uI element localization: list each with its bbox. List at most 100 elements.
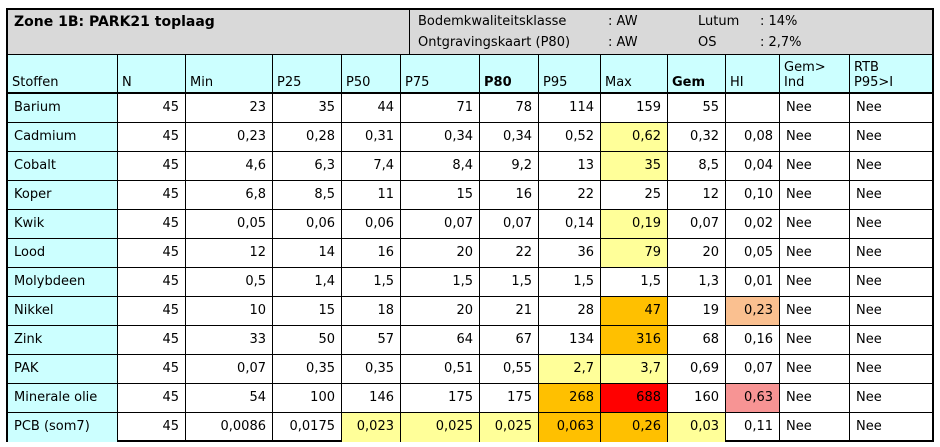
col-header-label: Max <box>605 75 632 90</box>
value-cell-hi: 0,01 <box>726 268 780 296</box>
value-cell-gem: 1,3 <box>668 268 726 296</box>
table-row: Zink 45 33 50 57 64 67 134 316 68 0,16 Nee Nee <box>8 326 932 355</box>
value-cell-min: 54 <box>186 384 273 412</box>
value-cell-gem-ind: Nee <box>780 210 850 238</box>
value-cell-p80: 9,2 <box>480 152 539 180</box>
value-cell-p80: 175 <box>480 384 539 412</box>
table-row: Minerale olie 45 54 100 146 175 175 268 688 160 0,… <box>8 384 932 413</box>
value-cell-p80: 0,55 <box>480 355 539 383</box>
value-cell-p75: 1,5 <box>401 268 480 296</box>
value-cell-p75: 0,51 <box>401 355 480 383</box>
value-cell-p80: 0,025 <box>480 413 539 442</box>
substance-name: Cadmium <box>8 123 118 151</box>
value-cell-gem-ind: Nee <box>780 123 850 151</box>
value-cell-p50: 0,023 <box>342 413 401 442</box>
value-cell-gem: 19 <box>668 297 726 325</box>
value-cell-n: 45 <box>118 297 186 325</box>
value-cell-max: 79 <box>601 239 668 267</box>
value-cell-p25: 8,5 <box>273 181 342 209</box>
value-cell-rtb-p95-i: Nee <box>856 245 882 260</box>
value-cell-n: 45 <box>118 326 186 354</box>
value-cell-p50: 7,4 <box>342 152 401 180</box>
value-cell-hi: 0,16 <box>726 326 780 354</box>
table-row: Koper 45 6,8 8,5 11 15 16 22 25 12 0,10 Nee Nee <box>8 181 932 210</box>
col-header-label: RTB P95>I <box>854 60 894 90</box>
col-header-10: HI <box>726 55 780 92</box>
value-cell-p80: 0,07 <box>480 210 539 238</box>
value-cell-hi <box>726 94 780 122</box>
value-cell-gem-ind: Nee <box>780 355 850 383</box>
value-cell-p75: 175 <box>401 384 480 412</box>
value-cell-n: 45 <box>118 152 186 180</box>
value-cell-gem: 8,5 <box>668 152 726 180</box>
value-cell-gem-ind: Nee <box>780 152 850 180</box>
value-cell-p50: 18 <box>342 297 401 325</box>
value-cell-gem-ind: Nee <box>780 413 850 442</box>
table-row: Nikkel 45 10 15 18 20 21 28 47 19 0,23 Nee Nee <box>8 297 932 326</box>
value-cell-min: 0,07 <box>186 355 273 383</box>
value-cell-hi: 0,63 <box>726 384 780 412</box>
table-row: Barium 45 23 35 44 71 78 114 159 55 Nee Nee <box>8 94 932 123</box>
value-cell-p75: 71 <box>401 94 480 122</box>
value-cell-gem-ind: Nee <box>780 94 850 122</box>
col-header-1: N <box>118 55 186 92</box>
value-cell-p80: 21 <box>480 297 539 325</box>
lutum-label: Lutum <box>698 14 740 29</box>
value-cell-p75: 15 <box>401 181 480 209</box>
value-cell-hi: 0,11 <box>726 413 780 442</box>
value-cell-min: 23 <box>186 94 273 122</box>
table-row: Kwik 45 0,05 0,06 0,06 0,07 0,07 0,14 0,19 0,07 0,… <box>8 210 932 239</box>
value-cell-n: 45 <box>118 384 186 412</box>
value-cell-gem-ind: Nee <box>780 181 850 209</box>
value-cell-p95: 268 <box>539 384 601 412</box>
value-cell-p50: 0,35 <box>342 355 401 383</box>
value-cell-min: 0,05 <box>186 210 273 238</box>
col-header-7: P95 <box>539 55 601 92</box>
col-header-11: Gem> Ind <box>780 55 850 92</box>
value-cell-p50: 11 <box>342 181 401 209</box>
substance-name: PCB (som7) <box>8 413 118 442</box>
value-cell-p95: 114 <box>539 94 601 122</box>
value-cell-gem-ind: Nee <box>780 239 850 267</box>
value-cell-n: 45 <box>118 210 186 238</box>
table-row: PAK 45 0,07 0,35 0,35 0,51 0,55 2,7 3,7 0,69 0,07 N… <box>8 355 932 384</box>
col-header-0: Stoffen <box>8 55 118 92</box>
value-cell-rtb-p95-i: Nee <box>856 100 882 115</box>
data-table: Zone 1B: PARK21 toplaag Bodemkwaliteitsk… <box>6 8 934 442</box>
table-title: Zone 1B: PARK21 toplaag <box>14 14 215 30</box>
bkk-label: Bodemkwaliteitsklasse <box>418 14 567 29</box>
value-cell-p25: 0,0175 <box>273 413 342 442</box>
value-cell-min: 4,6 <box>186 152 273 180</box>
value-cell-p80: 16 <box>480 181 539 209</box>
value-cell-p25: 0,28 <box>273 123 342 151</box>
substance-name: Lood <box>8 239 118 267</box>
substance-name: Nikkel <box>8 297 118 325</box>
table-row: Lood 45 12 14 16 20 22 36 79 20 0,05 Nee Nee <box>8 239 932 268</box>
value-cell-gem: 0,32 <box>668 123 726 151</box>
col-header-label: Stoffen <box>12 75 59 90</box>
substance-name: Barium <box>8 94 118 122</box>
value-cell-p75: 0,34 <box>401 123 480 151</box>
value-cell-gem-ind: Nee <box>780 326 850 354</box>
value-cell-rtb-p95-i: Nee <box>856 303 882 318</box>
value-cell-min: 0,0086 <box>186 413 273 442</box>
value-cell-p50: 57 <box>342 326 401 354</box>
substance-name: Kwik <box>8 210 118 238</box>
value-cell-p50: 0,06 <box>342 210 401 238</box>
value-cell-p95: 22 <box>539 181 601 209</box>
value-cell-max: 47 <box>601 297 668 325</box>
value-cell-p25: 14 <box>273 239 342 267</box>
value-cell-p95: 28 <box>539 297 601 325</box>
value-cell-n: 45 <box>118 94 186 122</box>
value-cell-gem-ind: Nee <box>780 297 850 325</box>
value-cell-min: 0,23 <box>186 123 273 151</box>
value-cell-p80: 67 <box>480 326 539 354</box>
lutum-value: : 14% <box>760 14 798 29</box>
value-cell-hi: 0,05 <box>726 239 780 267</box>
col-header-label: P25 <box>277 75 302 90</box>
value-cell-hi: 0,08 <box>726 123 780 151</box>
os-value: : 2,7% <box>760 35 802 50</box>
value-cell-p75: 64 <box>401 326 480 354</box>
col-header-4: P50 <box>342 55 401 92</box>
value-cell-max: 0,26 <box>601 413 668 442</box>
